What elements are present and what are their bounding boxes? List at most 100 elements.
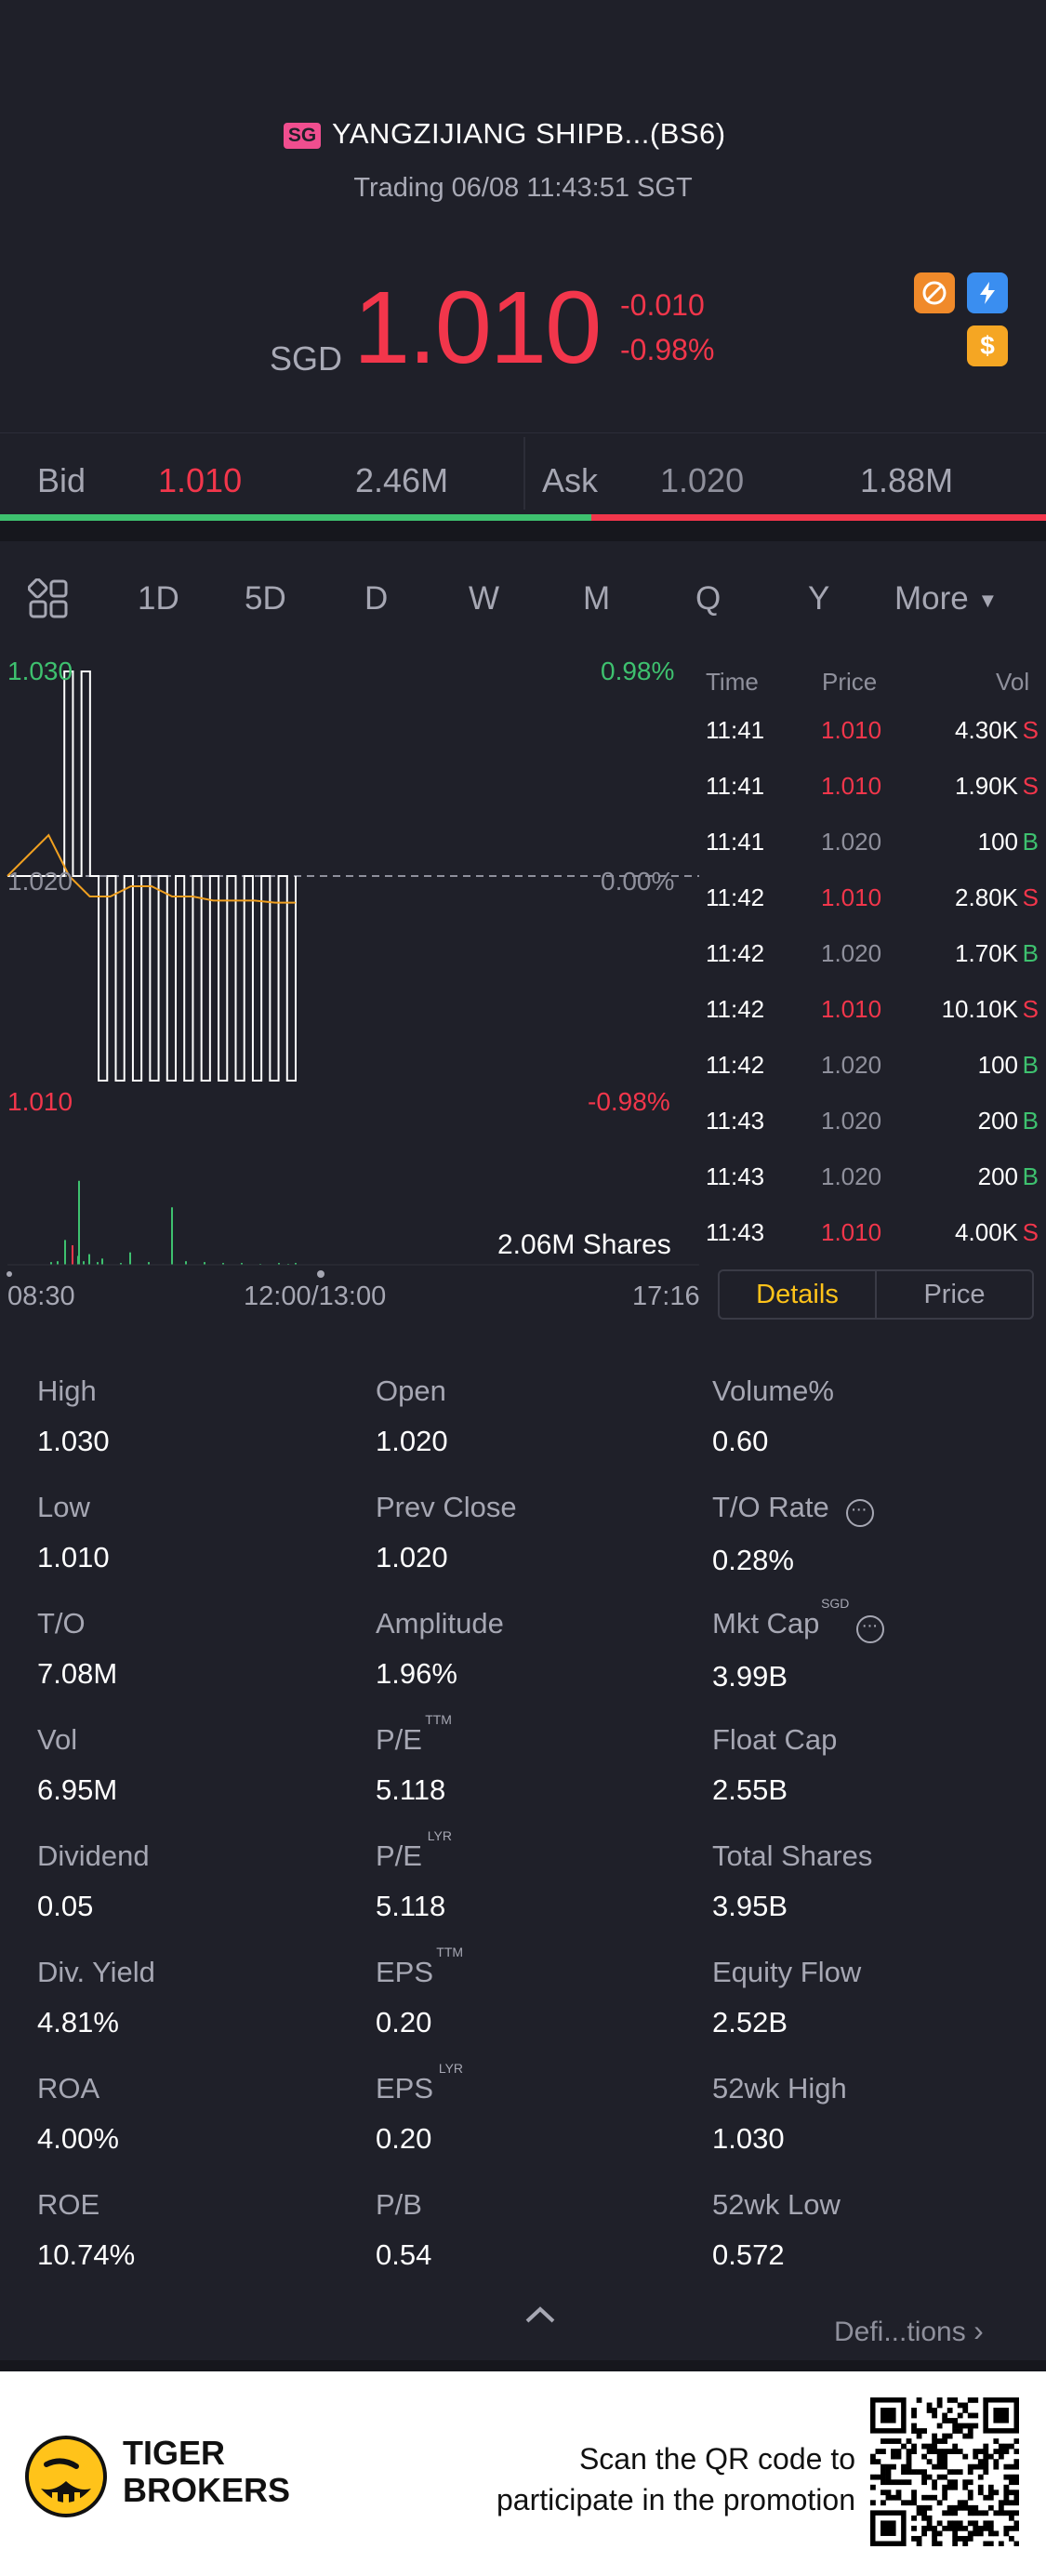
qr-module — [942, 2449, 948, 2454]
stock-title[interactable]: YANGZIJIANG SHIPB...(BS6) — [332, 117, 726, 150]
qr-module — [947, 2525, 953, 2531]
tab-details[interactable]: Details — [720, 1271, 877, 1318]
qr-module — [947, 2433, 953, 2439]
stat-value: 1.020 — [376, 1425, 448, 1457]
qr-module — [998, 2504, 1004, 2511]
qr-module — [906, 2449, 912, 2454]
qr-module — [901, 2479, 907, 2486]
collapse-up-icon[interactable] — [523, 2304, 557, 2330]
stat-label: Amplitude — [376, 1607, 504, 1640]
stat-cell: EPS LYR 0.20 — [376, 2061, 692, 2156]
qr-module — [942, 2510, 948, 2516]
tab-m[interactable]: M — [583, 580, 611, 617]
qr-module — [891, 2449, 896, 2454]
chart-high-label: 1.030 — [7, 657, 73, 685]
qr-module — [998, 2453, 1004, 2460]
qr-module — [952, 2479, 959, 2486]
stat-cell: High 1.030 — [37, 1374, 353, 1458]
qr-module — [973, 2504, 979, 2511]
qr-module — [911, 2428, 917, 2434]
qr-module — [1003, 2474, 1010, 2480]
stat-label: Dividend — [37, 1839, 150, 1873]
tab-d[interactable]: D — [364, 580, 389, 617]
qr-module — [998, 2541, 1004, 2547]
more-info-icon[interactable] — [845, 1498, 874, 1527]
stat-label-text: Amplitude — [376, 1607, 504, 1640]
qr-module — [926, 2525, 933, 2531]
qr-module — [932, 2412, 938, 2419]
qr-module — [973, 2412, 979, 2419]
qr-module — [998, 2500, 1004, 2506]
qr-module — [911, 2500, 917, 2506]
qr-module — [998, 2443, 1004, 2450]
qr-module — [962, 2535, 969, 2542]
qr-module — [936, 2453, 943, 2460]
stat-cell: P/E LYR 5.118 — [376, 1828, 692, 1923]
bid-label: Bid — [37, 461, 86, 499]
qr-code[interactable] — [870, 2397, 1020, 2547]
trade-row: 11:42 1.020 1.70K B — [704, 939, 1046, 995]
tab-more[interactable]: More ▼ — [894, 580, 998, 617]
more-info-icon[interactable] — [856, 1614, 885, 1643]
tab-5d[interactable]: 5D — [245, 580, 286, 617]
qr-module — [1013, 2500, 1020, 2506]
tab-y[interactable]: Y — [808, 580, 830, 617]
stat-cell: Prev Close 1.020 — [376, 1491, 692, 1574]
qr-module — [1003, 2494, 1010, 2501]
qr-module — [952, 2423, 959, 2429]
qr-module — [921, 2474, 927, 2480]
definitions-link[interactable]: Defi...tions › — [834, 2314, 984, 2348]
promo-text: Scan the QR code to participate in the p… — [497, 2438, 855, 2520]
trades-header-time: Time — [706, 668, 759, 696]
qr-module — [932, 2484, 938, 2490]
trade-time: 11:42 — [706, 1051, 765, 1079]
no-entry-icon[interactable] — [914, 272, 955, 313]
qr-module — [947, 2484, 953, 2490]
stat-cell: ROA 4.00% — [37, 2072, 353, 2156]
qr-module — [906, 2479, 912, 2486]
trade-price: 1.020 — [821, 1107, 882, 1135]
qr-module — [947, 2449, 953, 2454]
qr-module — [977, 2459, 984, 2465]
stat-label: Mkt Cap SGD — [712, 1596, 849, 1640]
price-change-pct: -0.98% — [620, 333, 715, 366]
qr-module — [926, 2515, 933, 2521]
qr-module — [942, 2438, 948, 2444]
qr-module — [1008, 2474, 1014, 2480]
qr-module — [957, 2500, 963, 2506]
qr-module — [957, 2520, 963, 2527]
qr-module — [987, 2494, 994, 2501]
stat-label-text: Div. Yield — [37, 1956, 155, 1988]
qr-module — [891, 2494, 896, 2501]
qr-finder — [880, 2520, 896, 2536]
stat-label-text: Prev Close — [376, 1491, 517, 1523]
section-gap — [0, 521, 1046, 541]
stat-cell: T/O 7.08M — [37, 1607, 353, 1691]
qr-module — [1003, 2490, 1010, 2496]
chart-mid-label: 1.020 — [7, 867, 73, 896]
stat-label-text: EPS — [376, 1956, 434, 1988]
qr-module — [901, 2469, 907, 2476]
qr-finder — [880, 2408, 896, 2423]
qr-module — [947, 2397, 953, 2403]
qr-module — [911, 2443, 917, 2450]
intraday-chart[interactable]: 1.030 0.98% 1.020 0.00% 1.010 -0.98% 2.0… — [0, 644, 707, 1313]
qr-module — [957, 2504, 963, 2511]
layout-grid-icon[interactable] — [27, 578, 69, 624]
qr-module — [973, 2449, 979, 2454]
qr-module — [880, 2438, 886, 2444]
qr-module — [942, 2463, 948, 2470]
tab-q[interactable]: Q — [695, 580, 722, 617]
session-start-dot — [7, 1271, 12, 1277]
dollar-icon[interactable]: $ — [967, 325, 1008, 366]
tab-w[interactable]: W — [469, 580, 500, 617]
qr-module — [906, 2459, 912, 2465]
qr-module — [921, 2525, 927, 2531]
tab-1d[interactable]: 1D — [138, 580, 179, 617]
trade-row: 11:41 1.010 1.90K S — [704, 772, 1046, 828]
flash-icon[interactable] — [967, 272, 1008, 313]
qr-module — [1003, 2449, 1010, 2454]
qr-module — [932, 2449, 938, 2454]
qr-module — [942, 2484, 948, 2490]
tab-price[interactable]: Price — [923, 1280, 986, 1309]
